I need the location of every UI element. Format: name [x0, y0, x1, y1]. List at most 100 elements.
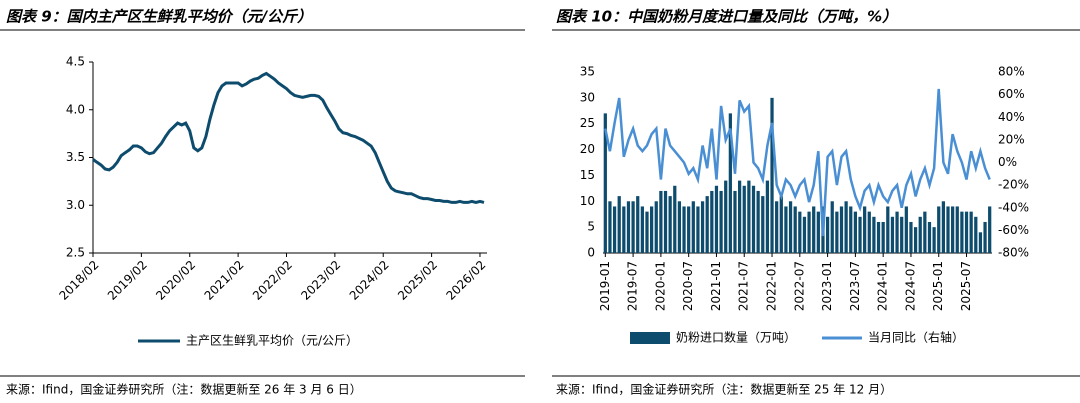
- bar: [807, 211, 811, 253]
- x-tick-label: 2021/02: [202, 258, 247, 303]
- y2-tick-label: -20%: [998, 178, 1029, 192]
- bar: [830, 201, 834, 253]
- y-tick-label: 20: [580, 142, 595, 156]
- bar: [812, 206, 816, 253]
- chart-title: 图表 10：中国奶粉月度进口量及同比（万吨，%）: [556, 8, 897, 26]
- bar: [904, 206, 908, 253]
- y-tick-label: 10: [580, 194, 595, 208]
- x-tick-label: 2024-07: [903, 261, 917, 311]
- y2-tick-label: -60%: [998, 223, 1029, 237]
- bar: [863, 206, 867, 253]
- bar: [765, 180, 770, 253]
- bar: [983, 221, 987, 253]
- x-tick-label: 2023-07: [848, 261, 862, 311]
- bar: [835, 211, 839, 253]
- bar: [654, 201, 658, 253]
- chart-title: 图表 9：国内主产区生鲜乳平均价（元/公斤）: [6, 8, 312, 26]
- bar: [923, 211, 927, 253]
- bar: [890, 216, 895, 253]
- x-tick-label: 2020/02: [153, 258, 198, 303]
- y-tick-label: 30: [580, 90, 595, 104]
- bar: [876, 221, 881, 253]
- x-tick-label: 2025/02: [395, 258, 440, 303]
- x-tick-label: 2024/02: [347, 258, 392, 303]
- y-tick-label: 4.5: [66, 55, 85, 69]
- bar: [691, 201, 695, 253]
- bar: [844, 201, 848, 253]
- x-tick-label: 2021-07: [737, 261, 751, 311]
- bar: [793, 206, 797, 253]
- x-tick-label: 2023-01: [820, 261, 834, 311]
- x-tick-label: 2023/02: [298, 258, 343, 303]
- x-tick-label: 2020-01: [653, 261, 667, 311]
- bar: [728, 113, 732, 253]
- bar: [937, 206, 941, 253]
- bar: [825, 216, 830, 253]
- bar: [946, 206, 950, 253]
- y-tick-label: 25: [580, 116, 595, 130]
- x-tick-label: 2020-07: [681, 261, 695, 311]
- bar: [663, 190, 668, 253]
- bar: [853, 211, 858, 253]
- bar: [626, 201, 631, 253]
- bar: [913, 227, 918, 253]
- x-tick-label: 2019/02: [105, 258, 150, 303]
- bar: [798, 211, 802, 253]
- bar: [617, 196, 621, 253]
- bar: [687, 206, 691, 253]
- bar: [900, 216, 904, 253]
- bar: [978, 232, 983, 253]
- bar: [886, 206, 890, 253]
- y-tick-label: 15: [580, 168, 595, 182]
- bar: [955, 206, 959, 253]
- y2-tick-label: 60%: [998, 87, 1025, 101]
- y-tick-label: 3.5: [66, 150, 85, 164]
- bar: [788, 201, 793, 253]
- bar: [622, 206, 626, 253]
- y-tick-label: 4.0: [66, 102, 85, 116]
- bar: [714, 185, 719, 253]
- y-tick-label: 0: [587, 246, 595, 260]
- bar: [839, 206, 844, 253]
- bar: [770, 97, 774, 253]
- bar: [668, 196, 672, 253]
- bar: [756, 190, 760, 253]
- legend-label: 当月同比（右轴）: [868, 330, 964, 345]
- bar: [636, 196, 640, 253]
- bar: [700, 201, 705, 253]
- y2-tick-label: 40%: [998, 110, 1025, 124]
- bar: [696, 206, 700, 253]
- bar: [650, 206, 654, 253]
- x-tick-label: 2024-01: [876, 261, 890, 311]
- source-note: 来源：Ifind，国金证券研究所（注：数据更新至 25 年 12 月）: [556, 382, 892, 397]
- x-tick-label: 2025-07: [959, 261, 973, 311]
- bar: [927, 221, 932, 253]
- bar: [737, 180, 742, 253]
- bar: [779, 196, 783, 253]
- price-line: [92, 71, 485, 204]
- bar: [733, 190, 737, 253]
- bar: [640, 206, 644, 253]
- y2-tick-label: 20%: [998, 132, 1025, 146]
- bar: [872, 216, 876, 253]
- bar: [932, 227, 936, 253]
- bar: [867, 211, 871, 253]
- bar: [974, 216, 978, 253]
- source-note: 来源：Ifind，国金证券研究所（注：数据更新至 26 年 3 月 6 日）: [6, 382, 362, 397]
- bar: [682, 206, 686, 253]
- bar: [747, 180, 751, 253]
- bar: [742, 185, 746, 253]
- bar: [784, 206, 788, 253]
- yoy-line: [604, 88, 991, 237]
- y-tick-label: 35: [580, 65, 595, 79]
- bar: [988, 206, 992, 253]
- x-tick-label: 2022/02: [250, 258, 295, 303]
- x-tick-label: 2022-01: [765, 261, 779, 311]
- x-tick-label: 2018/02: [56, 258, 101, 303]
- x-tick-label: 2026/02: [443, 258, 488, 303]
- bar: [951, 206, 955, 253]
- bar: [612, 206, 617, 253]
- bar: [631, 201, 635, 253]
- bar: [608, 201, 612, 253]
- x-tick-label: 2021-01: [709, 261, 723, 311]
